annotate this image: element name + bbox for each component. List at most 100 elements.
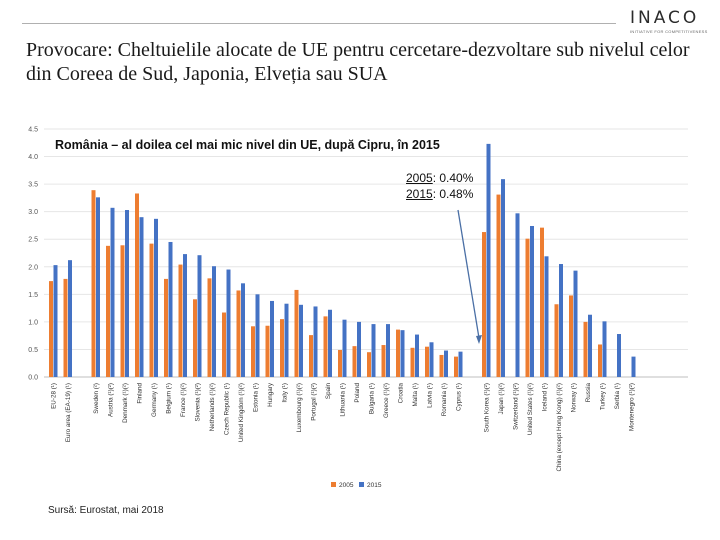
bar-2015 xyxy=(139,217,144,377)
bar-2005 xyxy=(381,345,386,377)
romania-2005-note: 2005: 0.40% xyxy=(406,171,473,185)
x-tick-label: Montenegro (¹)(²) xyxy=(629,383,636,431)
bar-2005 xyxy=(454,356,458,377)
x-tick-label: Norway (¹) xyxy=(571,383,578,412)
bar-2015 xyxy=(415,334,419,377)
bar-2015 xyxy=(125,210,129,377)
y-tick-label: 0.0 xyxy=(28,375,38,382)
x-tick-label: Austria (¹)(²) xyxy=(108,383,115,417)
x-tick-label: Euro area (EA-19) (¹) xyxy=(65,383,72,442)
bar-2005 xyxy=(439,354,444,377)
bar-2005 xyxy=(193,299,197,377)
y-tick-label: 1.5 xyxy=(28,292,38,299)
bar-2005 xyxy=(352,346,357,377)
bar-2005 xyxy=(280,319,284,377)
x-tick-label: China (except Hong Kong) (¹)(²) xyxy=(556,383,563,472)
x-tick-label: Malta (¹) xyxy=(412,383,419,406)
x-tick-label: South Korea (¹)(²) xyxy=(484,383,491,432)
bar-2015 xyxy=(617,334,621,377)
x-tick-label: United Kingdom (¹)(²) xyxy=(238,383,245,442)
bar-2005 xyxy=(207,278,212,377)
bar-2015 xyxy=(602,321,607,377)
note-year-2015: 2015 xyxy=(406,187,433,201)
x-tick-label: Finland xyxy=(137,383,144,404)
bar-2015 xyxy=(197,255,202,377)
y-tick-label: 3.0 xyxy=(28,209,38,216)
x-tick-label: Romania (¹) xyxy=(441,383,448,416)
bar-2005 xyxy=(222,312,226,377)
x-tick-label: Japan (¹)(²) xyxy=(498,383,505,415)
bar-2005 xyxy=(178,264,183,377)
bar-2005 xyxy=(338,349,342,377)
x-tick-label: Bulgaria (¹) xyxy=(369,383,376,414)
legend-swatch-2015 xyxy=(359,482,364,487)
bar-2005 xyxy=(149,243,154,377)
bar-2015 xyxy=(342,319,347,377)
chart-subtitle: România – al doilea cel mai mic nivel di… xyxy=(55,138,440,152)
bar-2005 xyxy=(554,304,559,377)
y-tick-label: 3.5 xyxy=(28,182,38,189)
annotation-arrow-line xyxy=(457,209,480,339)
x-tick-label: Belgium (¹) xyxy=(166,383,173,414)
bar-2015 xyxy=(270,300,274,377)
legend-label-2005: 2005 xyxy=(339,482,354,489)
x-tick-label: Iceland (¹) xyxy=(542,383,549,411)
bar-2015 xyxy=(444,350,448,377)
bar-2015 xyxy=(241,283,245,377)
bar-2005 xyxy=(265,325,270,377)
y-tick-label: 4.0 xyxy=(28,154,38,161)
page-title: Provocare: Cheltuielile alocate de UE pe… xyxy=(26,39,690,85)
x-tick-label: EU-28 (¹) xyxy=(51,383,58,409)
x-tick-label: Italy (¹) xyxy=(282,383,289,403)
x-tick-label: Poland xyxy=(354,383,361,403)
bar-2005 xyxy=(91,190,96,377)
bar-2015 xyxy=(458,351,463,377)
bar-2015 xyxy=(501,179,505,377)
x-tick-label: Netherlands (¹)(²) xyxy=(209,383,216,431)
bar-2005 xyxy=(598,344,602,377)
x-tick-label: Czech Republic (¹) xyxy=(224,383,231,435)
x-tick-label: Greece (¹)(²) xyxy=(383,383,390,418)
x-tick-label: Lithuania (¹) xyxy=(340,383,347,417)
bar-2015 xyxy=(284,303,289,377)
bar-2005 xyxy=(367,352,371,377)
x-tick-label: Switzerland (¹)(²) xyxy=(513,383,520,430)
bar-2015 xyxy=(96,197,100,377)
bar-2015 xyxy=(328,309,332,377)
logo-text: INACO xyxy=(630,8,700,28)
bar-2015 xyxy=(544,256,549,377)
source-note: Sursă: Eurostat, mai 2018 xyxy=(48,505,164,516)
bar-2005 xyxy=(525,238,530,377)
bar-2015 xyxy=(299,304,303,377)
bar-2015 xyxy=(212,266,216,377)
x-tick-label: Croatia xyxy=(398,383,405,404)
rd-expenditure-chart: 0.0 0.5 1.0 1.5 2.0 2.5 3.0 3.5 4.0 4.5 EU-28 (¹) E… xyxy=(28,127,688,489)
bar-2005 xyxy=(106,245,110,377)
bar-2015 xyxy=(357,321,361,377)
bar-2005 xyxy=(323,316,328,377)
bar-2005 xyxy=(540,227,544,377)
bar-2015 xyxy=(371,324,376,377)
note-year-2005: 2005 xyxy=(406,171,433,185)
bar-2015 xyxy=(429,342,434,377)
bar-2005 xyxy=(410,347,415,377)
x-tick-label: Spain xyxy=(325,383,332,400)
bar-2005 xyxy=(236,290,241,377)
romania-2015-note: 2015: 0.48% xyxy=(406,187,473,201)
x-tick-label: Luxembourg (¹)(²) xyxy=(296,383,303,432)
bar-2015 xyxy=(530,225,534,377)
bar-2015 xyxy=(588,314,592,377)
bar-2015 xyxy=(515,213,520,377)
bar-2005 xyxy=(135,193,139,377)
bar-2005 xyxy=(396,329,400,377)
header-divider xyxy=(22,23,616,24)
bar-2005 xyxy=(496,194,501,377)
y-tick-label: 2.0 xyxy=(28,264,38,271)
bar-2005 xyxy=(63,278,68,377)
bar-2005 xyxy=(482,232,486,377)
bar-2005 xyxy=(120,245,125,377)
bar-2005 xyxy=(583,321,588,377)
x-tick-label: Turkey (¹) xyxy=(600,383,607,410)
bar-2015 xyxy=(559,264,563,377)
bar-2015 xyxy=(110,207,115,377)
